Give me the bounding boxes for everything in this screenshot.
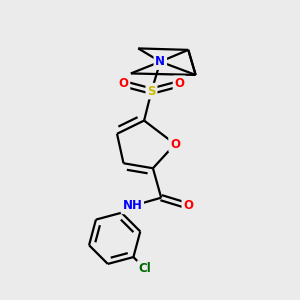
Text: NH: NH	[122, 200, 142, 212]
Text: N: N	[155, 55, 165, 68]
Text: O: O	[118, 77, 128, 90]
Text: O: O	[170, 138, 180, 151]
Text: S: S	[147, 85, 156, 98]
Text: Cl: Cl	[139, 262, 151, 275]
Text: O: O	[174, 77, 184, 90]
Text: O: O	[183, 200, 193, 212]
